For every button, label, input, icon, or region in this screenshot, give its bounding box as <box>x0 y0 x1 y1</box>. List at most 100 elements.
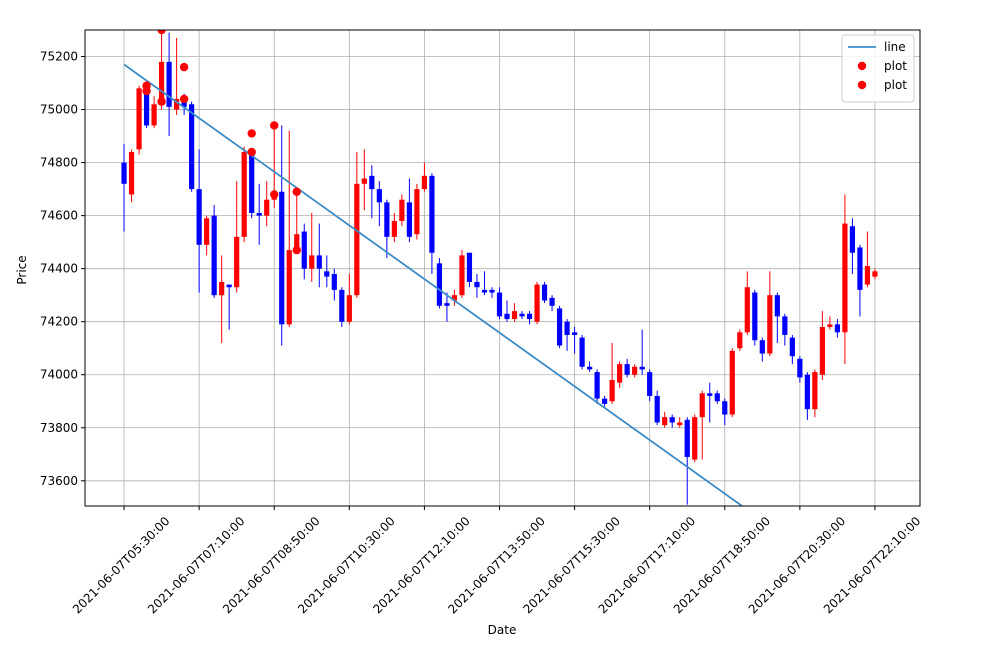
candle-body <box>647 372 653 396</box>
candle-body <box>774 295 780 317</box>
legend-label: line <box>884 40 906 54</box>
candle-body <box>399 199 405 221</box>
candle-body <box>384 202 390 237</box>
candle-body <box>474 281 480 288</box>
candle-body <box>541 284 548 301</box>
candle-body <box>834 324 841 333</box>
candle-body <box>872 271 878 277</box>
scatter-point <box>270 190 279 199</box>
candle-body <box>662 417 668 426</box>
candle-body <box>436 263 443 306</box>
candle-body <box>504 313 510 320</box>
scatter-point <box>142 86 151 96</box>
legend-label: plot <box>884 59 907 73</box>
candle-body <box>241 151 247 237</box>
candle-body <box>579 337 585 367</box>
candle-body <box>587 366 593 370</box>
candle-body <box>677 422 683 426</box>
candle-body <box>707 393 713 396</box>
candle-body <box>556 308 563 346</box>
y-tick-label: 75200 <box>40 50 78 64</box>
legend-marker <box>857 80 867 90</box>
candle-body <box>519 313 525 317</box>
candle-body <box>571 332 578 335</box>
y-tick-label: 74600 <box>40 209 78 223</box>
legend-label: plot <box>884 78 907 92</box>
candle-body <box>444 303 450 306</box>
candle-body <box>324 271 330 277</box>
candle-body <box>752 292 758 341</box>
legend-marker <box>857 61 867 71</box>
candle-body <box>797 358 803 378</box>
candle-body <box>294 234 300 251</box>
scatter-point <box>179 62 189 72</box>
y-tick-label: 73800 <box>40 421 78 435</box>
y-tick-label: 74400 <box>40 262 78 276</box>
scatter-point <box>157 97 166 106</box>
scatter-point <box>270 121 279 130</box>
candle-body <box>549 297 555 306</box>
candle-body <box>489 289 495 293</box>
candle-body <box>782 316 788 335</box>
candle-body <box>864 266 871 285</box>
candle-body <box>609 380 615 402</box>
candle-body <box>842 223 848 333</box>
candle-body <box>669 417 675 423</box>
candle-body <box>136 88 142 150</box>
candle-body <box>143 88 150 126</box>
candle-body <box>767 295 773 354</box>
candle-body <box>249 154 255 213</box>
scatter-point <box>247 129 256 138</box>
candle-body <box>594 372 600 399</box>
candle-body <box>759 340 765 354</box>
candle-body <box>414 189 420 235</box>
candle-body <box>849 226 856 253</box>
candle-body <box>189 104 195 190</box>
candle-body <box>819 327 825 375</box>
candle-body <box>714 393 720 402</box>
candle-body <box>466 252 473 282</box>
candle-body <box>812 372 818 410</box>
candle-body <box>151 104 157 126</box>
y-tick-label: 74200 <box>40 315 78 329</box>
candle-body <box>406 202 412 237</box>
candle-body <box>632 366 638 375</box>
candle-body <box>789 337 795 357</box>
candle-body <box>369 175 375 190</box>
candle-body <box>361 178 367 184</box>
candle-body <box>534 284 540 322</box>
candle-body <box>391 220 397 237</box>
axes-frame <box>84 29 921 507</box>
candle-body <box>211 215 217 296</box>
y-tick-label: 74800 <box>40 156 78 170</box>
y-axis-label: Price <box>15 255 29 284</box>
candle-body <box>128 151 135 195</box>
candle-body <box>617 364 623 383</box>
candle-body <box>354 183 360 296</box>
candle-body <box>316 255 322 269</box>
scatter-point <box>157 30 166 35</box>
scatter-point <box>179 94 189 104</box>
candle-body <box>722 401 728 415</box>
y-tick-label: 75000 <box>40 103 78 117</box>
candle-body <box>624 364 630 375</box>
candle-body <box>158 61 165 105</box>
candle-body <box>219 281 225 296</box>
candle-body <box>744 287 750 333</box>
candle-body <box>256 212 262 216</box>
candle-body <box>804 374 810 410</box>
candle-body <box>264 199 270 216</box>
candle-body <box>309 255 315 269</box>
candle-body <box>451 295 458 301</box>
candle-body <box>857 247 863 290</box>
candle-body <box>339 289 345 322</box>
candle-body <box>376 189 382 203</box>
candle-body <box>684 419 690 457</box>
candle-body <box>481 289 488 293</box>
candle-body <box>692 417 698 460</box>
candle-body <box>421 175 428 190</box>
candle-body <box>196 189 202 245</box>
candle-body <box>654 395 660 423</box>
